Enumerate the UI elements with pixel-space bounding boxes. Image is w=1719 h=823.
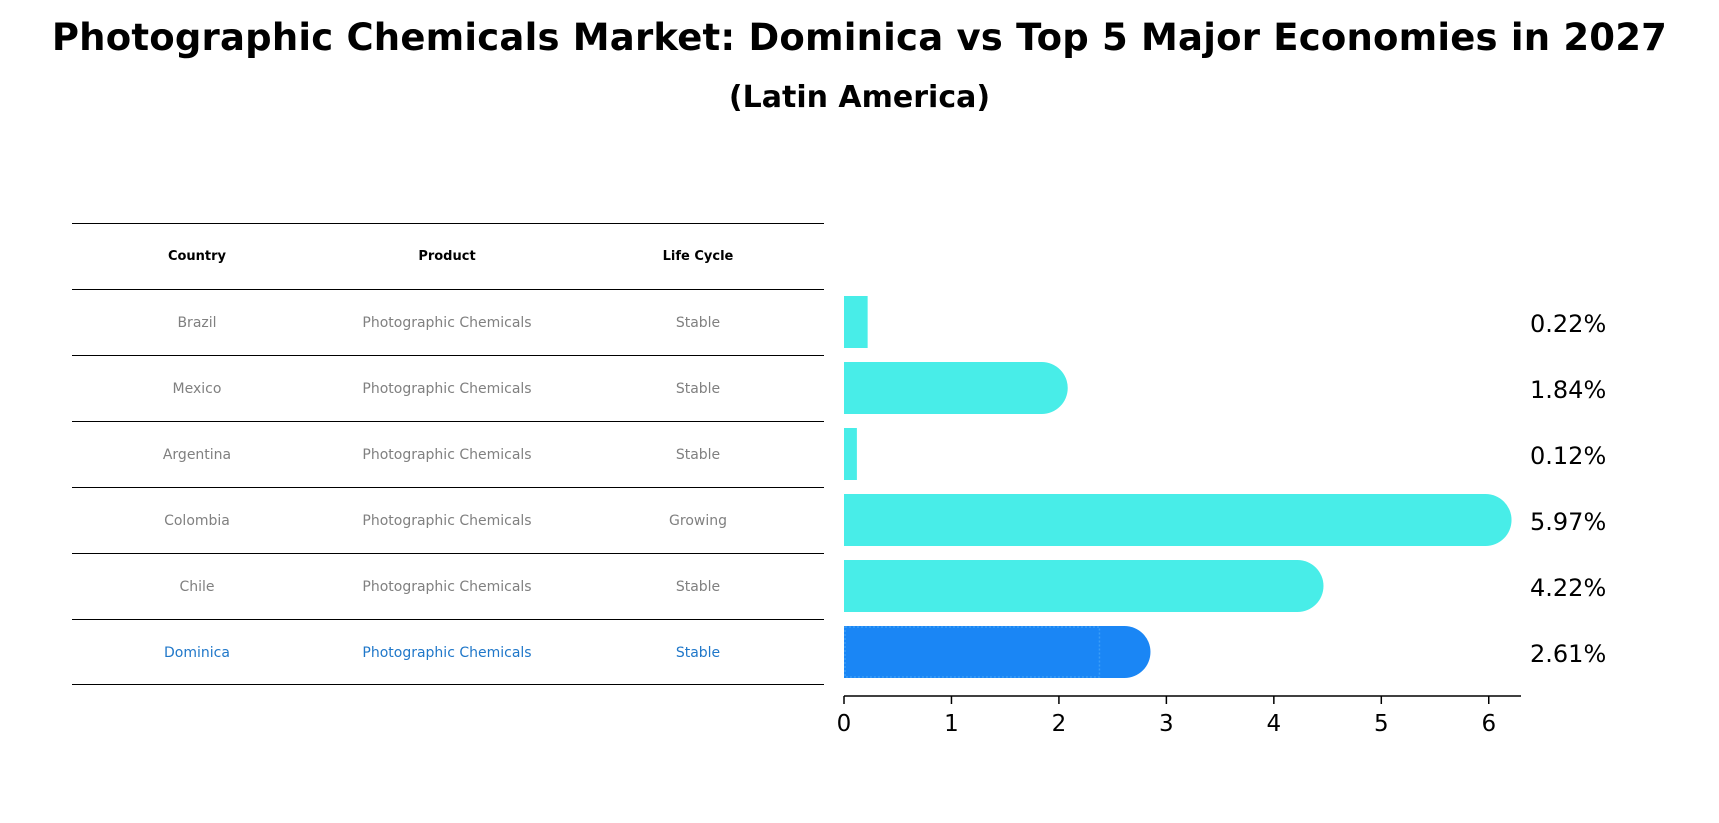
bar [844, 362, 1068, 414]
cell-country: Dominica [164, 645, 230, 661]
cell-country: Mexico [172, 381, 222, 397]
table-row: Mexico Photographic Chemicals Stable [72, 355, 824, 421]
bar [844, 428, 857, 480]
header-life-cycle: Life Cycle [662, 249, 734, 264]
cell-product: Photographic Chemicals [362, 513, 532, 529]
cell-life-cycle: Stable [675, 315, 721, 331]
cell-life-cycle: Stable [675, 645, 721, 661]
table-row: Argentina Photographic Chemicals Stable [72, 421, 824, 487]
value-label: 0.12% [1530, 442, 1606, 470]
cell-life-cycle: Stable [675, 447, 721, 463]
cell-country: Colombia [164, 513, 230, 529]
cell-life-cycle: Stable [675, 579, 721, 595]
value-label: 2.61% [1530, 640, 1606, 668]
cell-product: Photographic Chemicals [362, 315, 532, 331]
cell-life-cycle: Stable [675, 381, 721, 397]
cell-product: Photographic Chemicals [362, 579, 532, 595]
chart-title: Photographic Chemicals Market: Dominica … [51, 16, 1668, 59]
value-label: 1.84% [1530, 376, 1606, 404]
value-label: 4.22% [1530, 574, 1606, 602]
bar [844, 494, 1512, 546]
table-row-highlight: Dominica Photographic Chemicals Stable [72, 619, 824, 685]
chart-subtitle: (Latin America) [728, 80, 991, 115]
cell-life-cycle: Growing [669, 513, 727, 529]
x-tick-label: 2 [1052, 711, 1067, 737]
x-tick-label: 5 [1374, 711, 1389, 737]
table-row: Brazil Photographic Chemicals Stable [72, 289, 824, 355]
bar [844, 296, 868, 348]
bar [844, 560, 1324, 612]
header-country: Country [167, 249, 227, 264]
cell-product: Photographic Chemicals [362, 645, 532, 661]
x-tick-label: 6 [1481, 711, 1496, 737]
value-label: 0.22% [1530, 310, 1606, 338]
cell-country: Brazil [177, 315, 217, 331]
cell-product: Photographic Chemicals [362, 447, 532, 463]
header-product: Product [418, 249, 476, 264]
cell-product: Photographic Chemicals [362, 381, 532, 397]
cell-country: Chile [179, 579, 215, 595]
x-tick-label: 3 [1159, 711, 1174, 737]
cell-country: Argentina [162, 447, 232, 463]
country-table: Country Product Life Cycle Brazil Photog… [72, 223, 824, 685]
x-tick-label: 1 [944, 711, 959, 737]
table-row: Chile Photographic Chemicals Stable [72, 553, 824, 619]
table-header-row: Country Product Life Cycle [72, 223, 824, 289]
bar-highlight [844, 626, 1151, 678]
x-tick-label: 4 [1267, 711, 1282, 737]
table-row: Colombia Photographic Chemicals Growing [72, 487, 824, 553]
x-tick-label: 0 [837, 711, 852, 737]
value-label: 5.97% [1530, 508, 1606, 536]
